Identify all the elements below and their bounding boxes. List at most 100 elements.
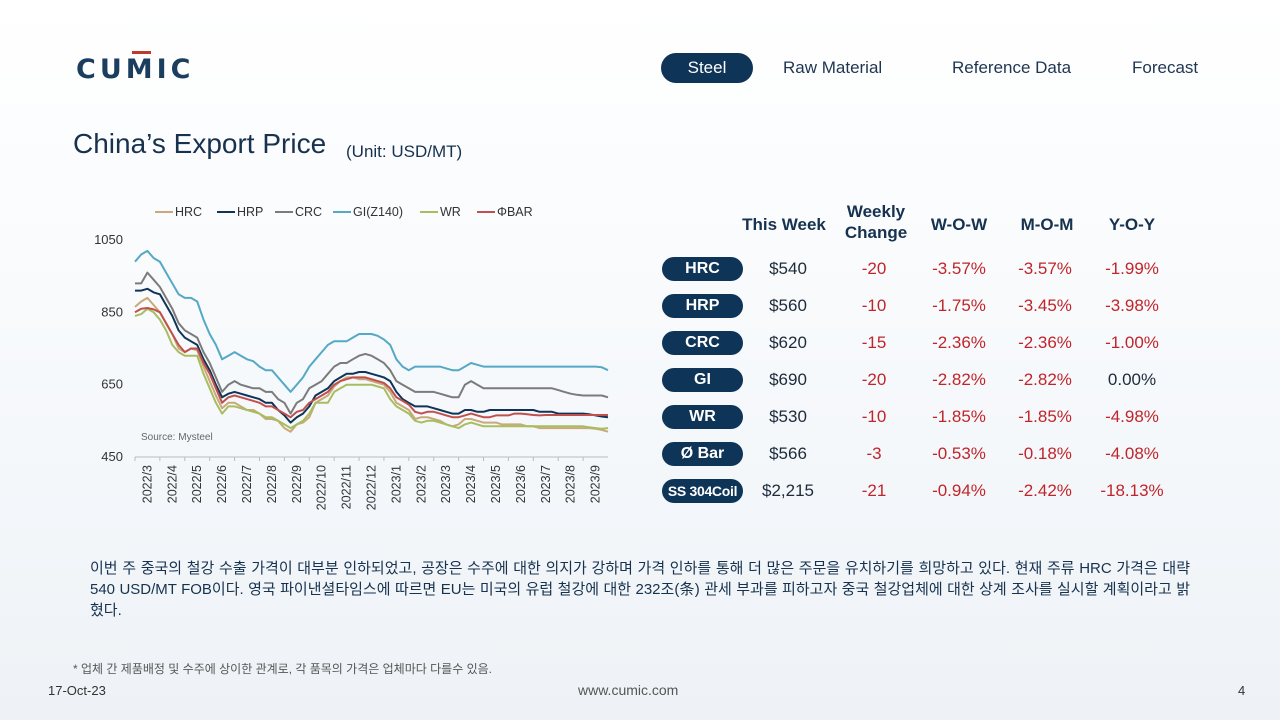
unit-label: (Unit: USD/MT) [346,142,463,161]
product-pill-crc: CRC [662,331,743,355]
mom-cell: -2.42% [1018,481,1072,500]
legend-label: CRC [295,205,322,219]
footnote: * 업체 간 제품배정 및 수주에 상이한 관계로, 각 품목의 가격은 업체마… [73,662,493,676]
yoy-cell: 0.00% [1107,370,1157,389]
price-cell: $566 [769,444,807,463]
price-cell: $530 [769,407,807,426]
x-tick-label: 2023/8 [564,465,578,503]
series-line-hrp [135,287,609,424]
x-tick-label: 2022/11 [340,465,354,509]
product-pill-gi: GI [662,368,743,392]
yoy-cell: -4.08% [1105,444,1159,463]
change-cell: -20 [861,370,887,389]
yoy-cell: -18.13% [1100,481,1164,500]
product-pill-hrp: HRP [662,294,743,318]
wow-cell: -1.75% [932,296,986,315]
change-cell: -10 [861,407,887,426]
wow-cell: -3.57% [932,259,986,278]
x-tick-label: 2022/4 [165,465,179,503]
nav-tab-steel[interactable]: Steel [661,53,753,83]
change-cell: -15 [861,333,887,352]
wow-cell: -2.36% [932,333,986,352]
logo-text-left: CU [76,54,126,85]
price-cell: $2,215 [762,481,814,500]
legend-label: HRP [237,205,263,219]
x-tick-label: 2022/5 [190,465,204,503]
series-line-giz140 [134,249,609,393]
nav-tab-forecast[interactable]: Forecast [1132,58,1199,77]
series-line-bar [134,307,608,419]
series-line-wr [134,307,609,430]
header-this-week: This Week [742,215,826,234]
header-weekly-change-line1: Weekly [846,202,906,221]
mom-cell: -3.57% [1018,259,1072,278]
change-cell: -3 [866,444,882,463]
x-tick-label: 2023/5 [489,465,503,503]
x-tick-label: 2023/7 [539,465,553,503]
change-cell: -10 [861,296,887,315]
footer-url[interactable]: www.cumic.com [578,682,679,698]
x-tick-label: 2023/1 [389,465,403,503]
price-cell: $690 [769,370,807,389]
mom-cell: -0.18% [1018,444,1072,463]
y-tick-label: 450 [101,449,123,464]
price-cell: $560 [769,296,807,315]
x-tick-label: 2022/12 [365,465,379,510]
cumic-logo[interactable]: CUMIC [76,54,195,85]
footer-date: 17-Oct-23 [48,683,106,698]
logo-text-mid: M [125,54,157,85]
yoy-cell: -3.98% [1105,296,1159,315]
summary-paragraph: 이번 주 중국의 철강 수출 가격이 대부분 인하되었고, 공장은 수주에 대한… [90,560,1190,619]
mom-cell: -1.85% [1018,407,1072,426]
mom-cell: -2.36% [1018,333,1072,352]
wow-cell: -0.53% [932,444,986,463]
legend-label: WR [440,205,461,219]
series-line-crc [135,271,609,415]
y-tick-label: 650 [101,377,123,392]
y-tick-label: 850 [101,304,123,319]
mom-cell: -2.82% [1018,370,1072,389]
x-tick-label: 2023/9 [589,465,603,503]
nav-tab-raw-material[interactable]: Raw Material [783,58,883,77]
price-cell: $620 [769,333,807,352]
header-yoy: Y-O-Y [1108,215,1156,234]
x-tick-label: 2022/7 [240,465,254,503]
chart-source-label: Source: Mysteel [141,432,213,443]
wow-cell: -1.85% [932,407,986,426]
x-tick-label: 2022/8 [265,465,279,503]
x-tick-label: 2023/4 [464,465,478,503]
product-pill-wr: WR [662,405,743,429]
x-tick-label: 2023/2 [414,465,428,503]
logo-text-right: IC [156,54,195,85]
change-cell: -21 [861,481,887,500]
yoy-cell: -1.00% [1105,333,1159,352]
page-number: 4 [1238,683,1246,698]
product-pill-bar: Ø Bar [662,442,743,466]
wow-cell: -2.82% [932,370,986,389]
nav-tab-reference-data[interactable]: Reference Data [952,58,1072,77]
legend-label: GI(Z140) [353,205,403,219]
yoy-cell: -1.99% [1105,259,1159,278]
x-tick-label: 2023/3 [439,465,453,503]
header-weekly-change: Weekly Change [836,201,916,243]
header-wow: W-O-W [930,215,988,234]
page-title: China’s Export Price [73,128,327,159]
yoy-cell: -4.98% [1105,407,1159,426]
wow-cell: -0.94% [932,481,986,500]
y-tick-label: 1050 [94,232,123,247]
change-cell: -20 [861,259,887,278]
x-tick-label: 2022/10 [315,465,329,510]
legend-label: ΦBAR [497,205,533,219]
x-tick-label: 2023/6 [514,465,528,503]
price-cell: $540 [769,259,807,278]
x-tick-label: 2022/3 [140,465,154,503]
product-pill-hrc: HRC [662,257,743,281]
legend-label: HRC [175,205,202,219]
x-tick-label: 2022/6 [215,465,229,503]
mom-cell: -3.45% [1018,296,1072,315]
product-pill-ss304: SS 304Coil [662,479,743,503]
header-weekly-change-line2: Change [844,223,908,242]
export-price-line-chart: 450 650 850 1050 2022/3 2022/4 2022/5 2022/6 202… [94,205,609,510]
x-tick-label: 2022/9 [290,465,304,503]
